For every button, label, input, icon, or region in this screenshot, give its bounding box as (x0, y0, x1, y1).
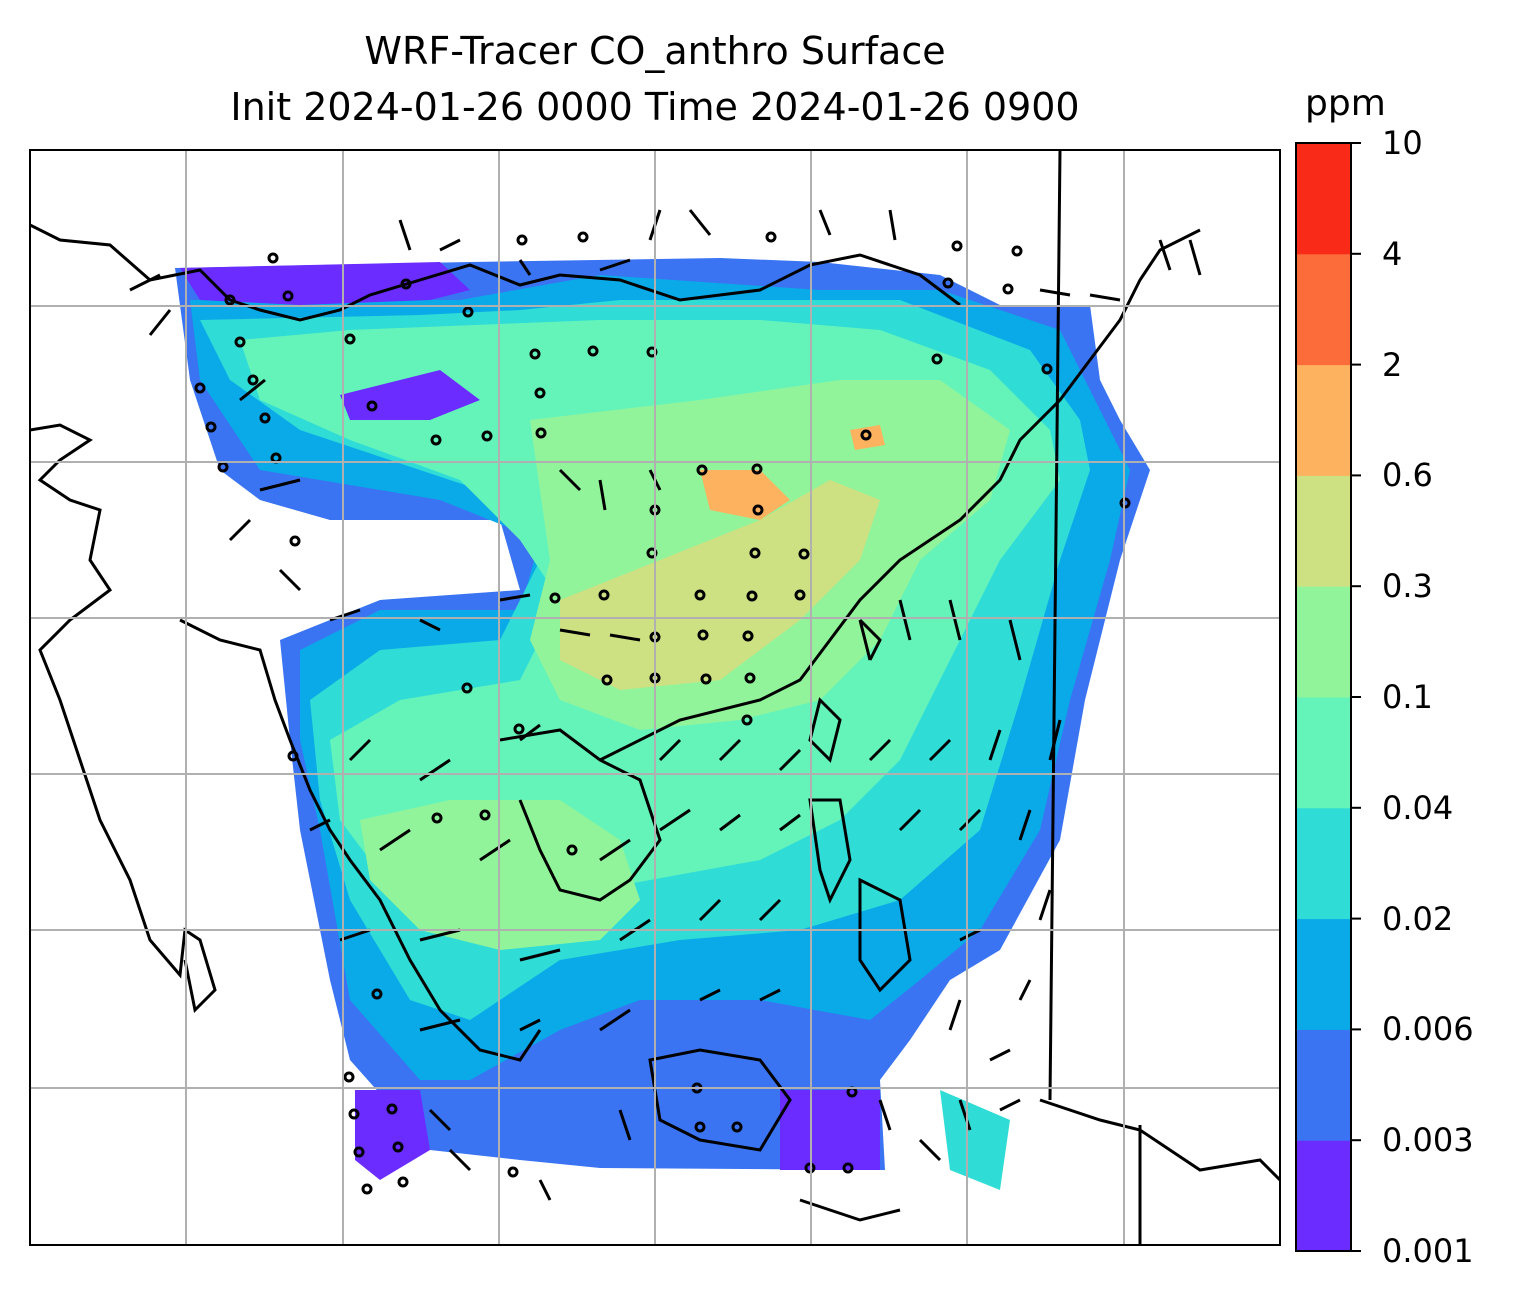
wind-barbs (129, 209, 1202, 1201)
colorbar (1295, 142, 1361, 1252)
colorbar-tick-label: 4 (1382, 234, 1403, 273)
title-line-1: WRF-Tracer CO_anthro Surface (364, 29, 946, 73)
concentration-field (175, 258, 1150, 1190)
gridlines (30, 150, 1280, 1245)
colorbar-tick-label: 2 (1382, 345, 1403, 384)
colorbar-swatch (1296, 1140, 1351, 1252)
colorbar-tick-label: 10 (1382, 124, 1423, 162)
title-line-2: Init 2024-01-26 0000 Time 2024-01-26 090… (230, 85, 1080, 129)
calm-wind-markers (194, 231, 1131, 1195)
colorbar-swatch (1296, 1029, 1351, 1141)
colorbar-tick-label: 0.6 (1382, 456, 1433, 495)
colorbar-swatch (1296, 697, 1351, 809)
colorbar-unit: ppm (1305, 83, 1386, 124)
colorbar-tick-label: 0.003 (1382, 1121, 1474, 1160)
colorbar-swatch (1296, 807, 1351, 920)
colorbar-swatch (1296, 253, 1351, 366)
map-panel (29, 149, 1281, 1246)
colorbar-tick-label: 0.3 (1382, 567, 1433, 606)
colorbar-tick-label: 0.04 (1382, 788, 1454, 827)
colorbar-swatch (1296, 475, 1351, 587)
colorbar-tick-label: 0.02 (1382, 899, 1454, 938)
colorbar-tick-label: 0.1 (1382, 678, 1433, 716)
map-border (29, 149, 1281, 1246)
colorbar-swatch (1296, 918, 1351, 1030)
colorbar-swatch (1296, 364, 1351, 476)
colorbar-swatch (1296, 586, 1351, 698)
colorbar-tick-label: 0.006 (1382, 1010, 1474, 1049)
colorbar-tick-label: 0.001 (1382, 1232, 1474, 1270)
colorbar-swatch (1296, 143, 1351, 255)
coastlines (30, 150, 1280, 1245)
